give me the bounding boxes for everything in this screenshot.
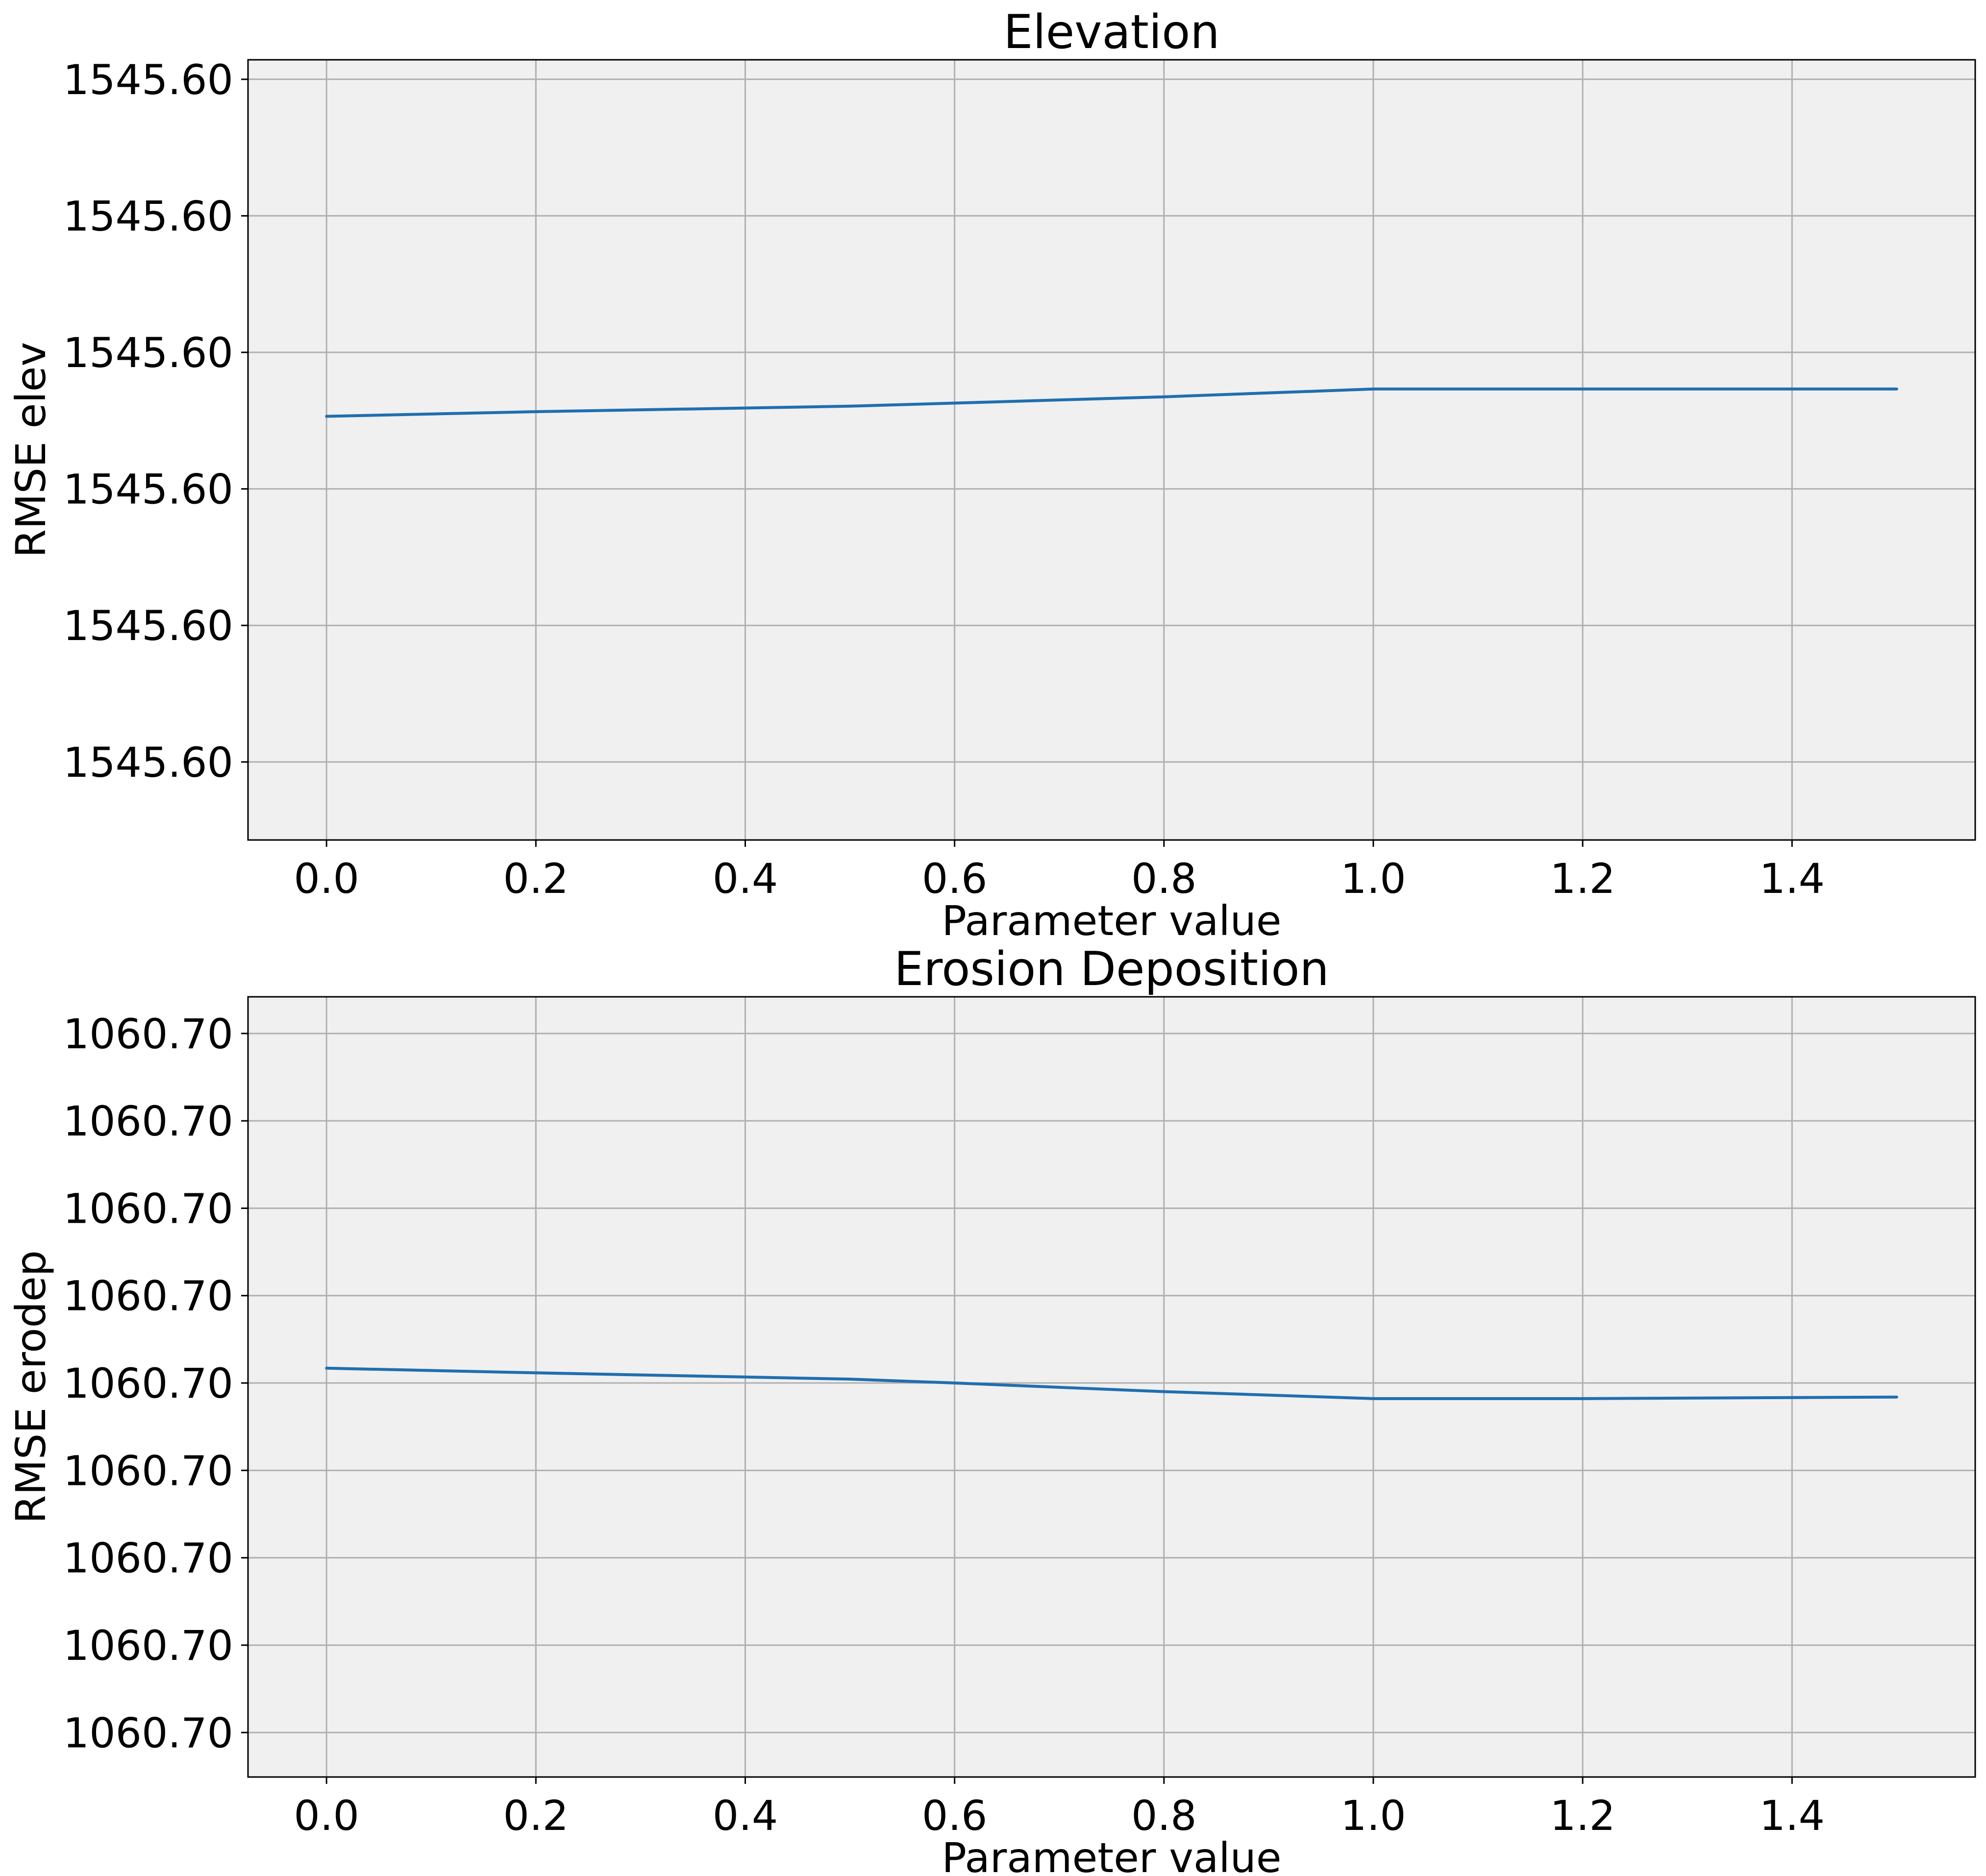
x-tick-label: 0.0 [294,855,359,903]
y-tick-label: 1545.60 [63,739,233,787]
x-axis-label: Parameter value [942,1834,1281,1876]
x-tick-label: 0.4 [713,1792,778,1840]
axes-frame [247,59,1976,841]
chart-title: Elevation [1003,5,1219,59]
x-tick-label: 0.2 [503,1792,569,1840]
y-tick-label: 1060.70 [63,1272,233,1320]
y-tick-label: 1060.70 [63,1010,233,1058]
elevation-chart: 0.0 0.2 0.4 0.6 0.8 1.0 1.2 1.4 1545.60 1545.60 15… [7,5,1976,945]
x-tick-label: 0.6 [922,855,988,903]
y-tick-label: 1060.70 [63,1447,233,1495]
y-tick-label: 1545.60 [63,602,233,650]
chart-title: Erosion Deposition [894,942,1329,996]
x-tick-label: 1.4 [1759,1792,1825,1840]
y-tick-label: 1545.60 [63,329,233,377]
y-tick-label: 1060.70 [63,1709,233,1757]
x-tick-label: 0.8 [1131,1792,1197,1840]
x-axis-label: Parameter value [942,897,1281,945]
y-tick-label: 1545.60 [63,192,233,240]
y-tick-label: 1060.70 [63,1534,233,1582]
y-tick-label: 1545.60 [63,56,233,104]
x-tick-label: 0.0 [294,1792,359,1840]
y-axis-label: RMSE elev [7,342,55,558]
series-line [325,387,1898,418]
y-tick-label: 1060.70 [63,1622,233,1670]
x-tick-label: 0.6 [922,1792,988,1840]
x-tick-label: 0.8 [1131,855,1197,903]
x-tick-label: 1.2 [1550,1792,1615,1840]
x-tick-label: 1.4 [1759,855,1825,903]
y-axis-label: RMSE erodep [7,1250,55,1524]
plot-area [248,997,1975,1777]
axes-frame [247,996,1976,1778]
y-tick-label: 1060.70 [63,1185,233,1233]
erosion-deposition-chart: 0.0 0.2 0.4 0.6 0.8 1.0 1.2 1.4 1060.70 1060.70 10… [7,942,1976,1876]
y-tick-label: 1545.60 [63,466,233,514]
x-tick-label: 1.0 [1341,1792,1406,1840]
x-tick-label: 1.0 [1341,855,1406,903]
plot-area [248,60,1975,840]
y-tick-label: 1060.70 [63,1097,233,1145]
x-tick-label: 1.2 [1550,855,1615,903]
x-tick-label: 0.2 [503,855,569,903]
y-tick-label: 1060.70 [63,1359,233,1407]
series-line [325,1366,1898,1400]
x-tick-label: 0.4 [713,855,778,903]
